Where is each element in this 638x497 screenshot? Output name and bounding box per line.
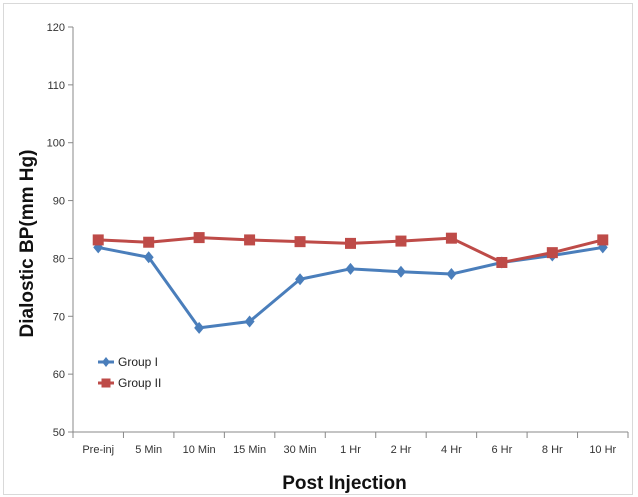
data-point xyxy=(143,236,155,248)
data-point xyxy=(194,321,205,334)
x-axis: Pre-inj 5 Min 10 Min 15 Min 30 Min 1 Hr 2 Hr 4 … xyxy=(72,431,629,456)
y-tick-label: 80 xyxy=(53,253,65,265)
data-point xyxy=(345,262,356,275)
x-tick-label: 5 Min xyxy=(135,444,162,456)
x-tick-label: 2 Hr xyxy=(391,444,412,456)
y-tick-label: 50 xyxy=(53,427,65,439)
data-point xyxy=(92,234,104,246)
legend-marker xyxy=(102,357,110,367)
data-point xyxy=(395,265,406,278)
y-tick-label: 120 xyxy=(47,22,65,34)
legend-label: Group II xyxy=(118,376,161,390)
data-point xyxy=(445,232,457,244)
series-2 xyxy=(92,232,609,268)
y-axis-title: Dialostic BP(mm Hg) xyxy=(17,150,38,338)
series-layer xyxy=(92,232,609,334)
legend-item: Group I xyxy=(98,355,158,369)
data-point xyxy=(295,273,306,286)
y-tick-label: 110 xyxy=(47,80,65,92)
series-line xyxy=(97,245,604,330)
x-tick-label: 10 Min xyxy=(183,444,216,456)
x-axis-title: Post Injection xyxy=(282,473,407,494)
legend: Group I Group II xyxy=(98,355,161,390)
data-point xyxy=(496,256,508,268)
y-axis: 50 60 70 80 90 100 110 120 xyxy=(47,22,74,439)
x-tick-label: Pre-inj xyxy=(82,444,114,456)
data-point xyxy=(193,232,205,244)
data-point xyxy=(446,268,457,281)
data-point xyxy=(395,235,407,247)
series-1 xyxy=(93,241,608,334)
x-tick-label: 15 Min xyxy=(233,444,266,456)
data-point xyxy=(597,234,609,246)
y-tick-label: 70 xyxy=(53,311,65,323)
y-tick-label: 100 xyxy=(47,138,65,150)
y-tick-label: 60 xyxy=(53,369,65,381)
x-tick-label: 30 Min xyxy=(284,444,317,456)
x-tick-label: 1 Hr xyxy=(340,444,361,456)
legend-item: Group II xyxy=(98,376,161,390)
x-tick-label: 4 Hr xyxy=(441,444,462,456)
y-tick-label: 90 xyxy=(53,196,65,208)
legend-label: Group I xyxy=(118,355,158,369)
x-tick-label: 10 Hr xyxy=(589,444,616,456)
legend-marker xyxy=(101,378,111,388)
data-point xyxy=(345,237,356,249)
data-point xyxy=(294,236,306,248)
data-point xyxy=(546,247,558,259)
x-tick-label: 6 Hr xyxy=(491,444,512,456)
x-tick-label: 8 Hr xyxy=(542,444,563,456)
data-point xyxy=(244,315,255,328)
data-point xyxy=(143,251,154,264)
data-point xyxy=(244,234,256,246)
